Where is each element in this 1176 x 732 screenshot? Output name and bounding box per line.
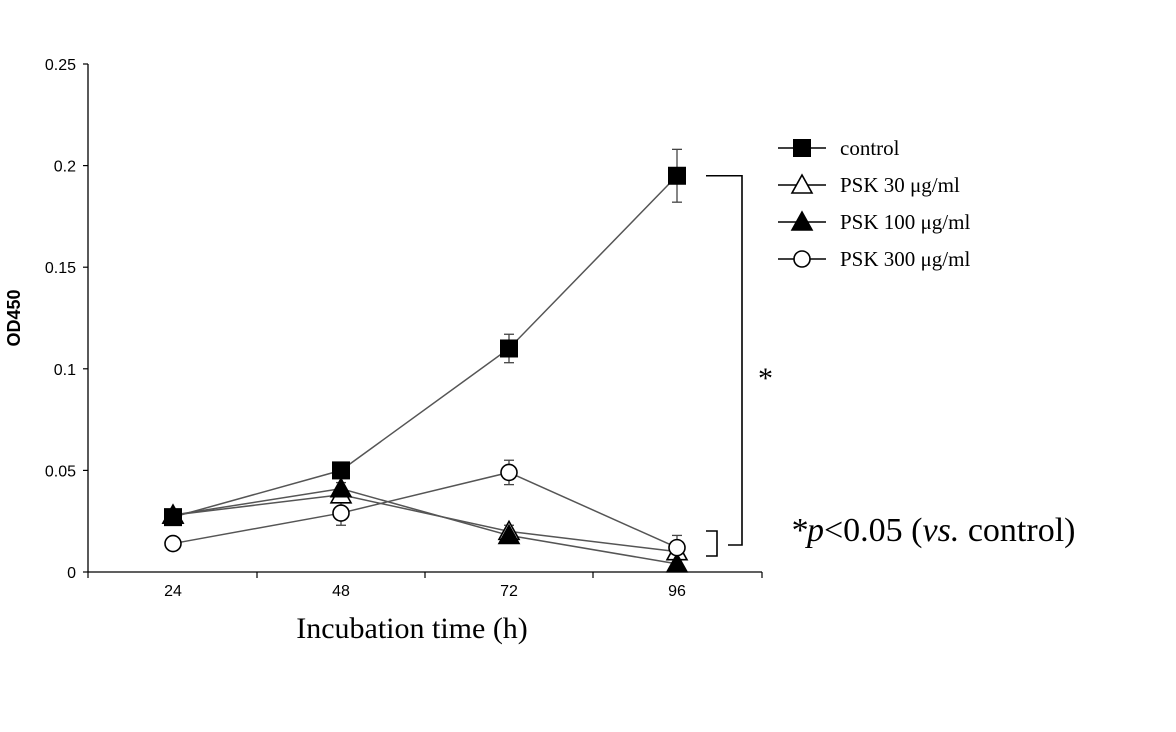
- y-tick-label: 0.15: [45, 260, 76, 277]
- y-tick-label: 0.25: [45, 57, 76, 74]
- x-tick-label: 96: [668, 583, 686, 600]
- legend-label: PSK 100 μg/ml: [840, 210, 970, 234]
- legend-marker: [790, 173, 814, 194]
- x-axis-label: Incubation time (h): [296, 612, 528, 645]
- y-tick-label: 0.05: [45, 463, 76, 480]
- series-lines: [168, 148, 682, 567]
- series-line: [172, 494, 678, 553]
- significance-star: *: [758, 362, 773, 395]
- legend-item: PSK 300 μg/ml: [778, 247, 970, 271]
- legend-item: PSK 100 μg/ml: [778, 210, 970, 234]
- data-point: [668, 166, 686, 185]
- data-point: [500, 463, 518, 482]
- legend-label: control: [840, 136, 900, 160]
- data-point: [668, 538, 686, 557]
- legend-marker: [793, 139, 811, 157]
- y-axis-ticks: 0 0.05 0.1 0.15 0.2 0.25: [45, 57, 88, 582]
- data-point: [161, 503, 185, 524]
- significance-note: *p<0.05 (vs. control): [790, 512, 1075, 549]
- legend-label: PSK 300 μg/ml: [840, 247, 970, 271]
- x-tick-label: 72: [500, 583, 518, 600]
- legend-item: control: [778, 136, 900, 160]
- data-point: [497, 523, 521, 545]
- y-axis-label: OD450: [4, 289, 24, 346]
- x-tick-label: 48: [332, 583, 350, 600]
- data-point: [500, 339, 518, 358]
- series-group: [161, 148, 689, 573]
- significance-annotation: * *p<0.05 (vs. control): [706, 174, 1075, 557]
- data-point: [332, 504, 350, 522]
- y-tick-label: 0.1: [54, 362, 76, 379]
- series-line: [172, 487, 678, 565]
- note-vs: vs.: [923, 512, 960, 549]
- group-bracket: [706, 530, 718, 557]
- series-line: [172, 471, 678, 549]
- y-tick-label: 0: [67, 565, 76, 582]
- data-point: [665, 552, 689, 573]
- series-markers: [161, 166, 689, 573]
- legend-marker: [790, 210, 814, 231]
- note-p: p: [805, 512, 824, 549]
- data-point: [332, 461, 350, 480]
- x-axis-ticks: 24 48 72 96: [87, 572, 763, 600]
- significance-bracket: [706, 174, 743, 546]
- data-point: [329, 477, 353, 498]
- note-rest: control): [959, 512, 1075, 549]
- series-line: [172, 175, 678, 518]
- data-point: [164, 534, 182, 553]
- y-tick-label: 0.2: [54, 159, 76, 176]
- legend: control PSK 30 μg/ml PSK 100 μg/ml PSK 300 …: [778, 136, 970, 271]
- legend-label: PSK 30 μg/ml: [840, 173, 960, 197]
- note-star: *: [790, 512, 807, 549]
- legend-item: PSK 30 μg/ml: [778, 173, 960, 197]
- x-tick-label: 24: [164, 583, 182, 600]
- legend-marker: [793, 250, 811, 268]
- axes: [87, 64, 762, 573]
- note-threshold: <0.05 (: [824, 512, 923, 549]
